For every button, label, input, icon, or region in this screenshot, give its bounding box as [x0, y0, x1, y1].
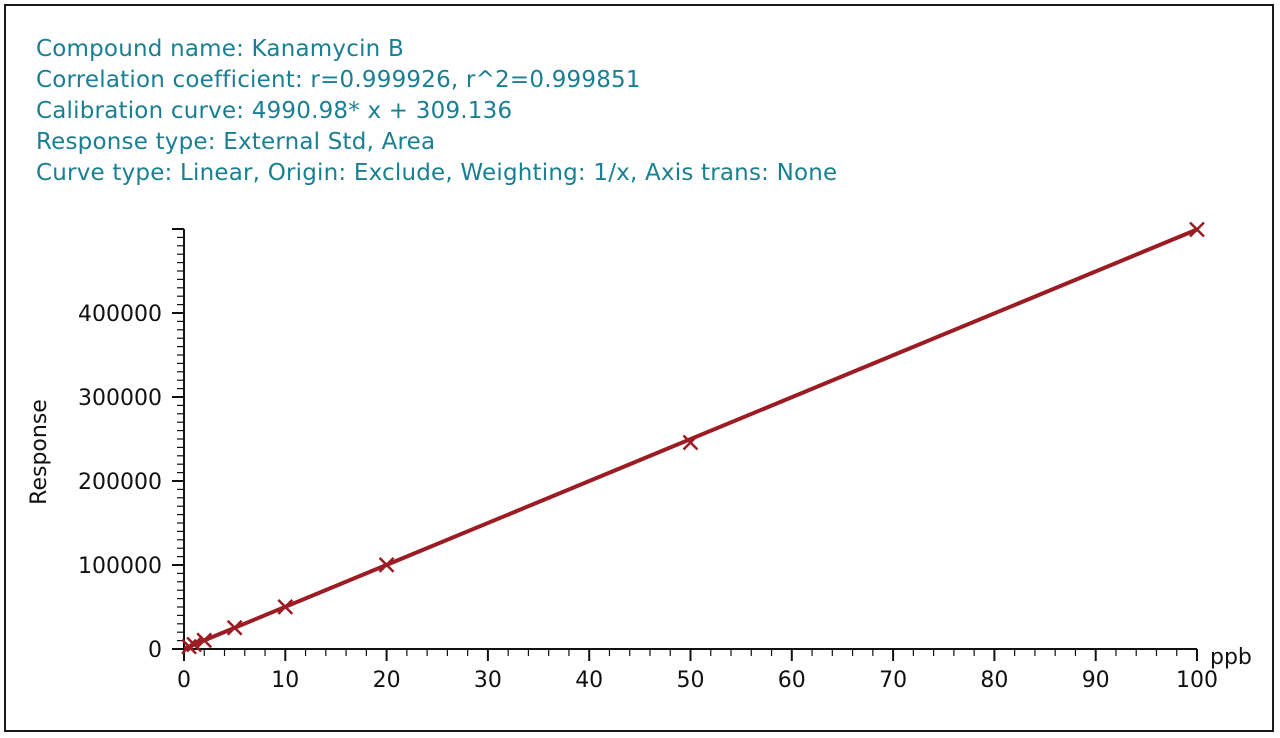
x-tick-label: 80 — [980, 668, 1008, 693]
x-tick-label: 40 — [575, 668, 603, 693]
y-tick-label: 200000 — [78, 470, 162, 495]
data-point-stroke — [277, 598, 294, 615]
tick-marks — [172, 228, 1198, 661]
y-tick-label: 0 — [148, 638, 162, 663]
x-tick-label: 70 — [879, 668, 907, 693]
x-tick-label: 100 — [1176, 668, 1218, 693]
x-tick-labels: 0 10 20 30 40 50 60 70 80 90 100 — [177, 668, 1218, 693]
y-tick-label: 100000 — [78, 554, 162, 579]
data-point-stroke — [682, 434, 699, 451]
data-point-stroke — [196, 632, 213, 649]
x-tick-label: 90 — [1082, 668, 1110, 693]
y-tick-label: 300000 — [78, 386, 162, 411]
data-point-stroke — [181, 638, 197, 655]
data-point-stroke — [226, 619, 243, 636]
calibration-curve-text: Calibration curve: 4990.98* x + 309.136 — [36, 98, 513, 124]
correlation-text: Correlation coefficient: r=0.999926, r^2… — [36, 67, 641, 93]
data-point-stroke — [1189, 221, 1205, 238]
data-point — [196, 632, 213, 649]
data-point — [378, 557, 395, 573]
y-tick-labels: 0 100000 200000 300000 400000 — [78, 302, 162, 663]
y-axis-label: Response — [27, 399, 52, 505]
x-tick-label: 30 — [474, 668, 502, 693]
chart-frame — [4, 4, 1274, 732]
data-point — [1189, 221, 1205, 238]
x-tick-label: 60 — [778, 668, 806, 693]
compound-name-text: Compound name: Kanamycin B — [36, 36, 404, 62]
x-tick-label: 20 — [373, 668, 401, 693]
data-point — [226, 619, 243, 636]
x-axis-label: ppb — [1210, 645, 1252, 670]
curve-type-text: Curve type: Linear, Origin: Exclude, Wei… — [36, 160, 838, 186]
data-point-stroke — [378, 557, 395, 573]
x-tick-label: 50 — [677, 668, 705, 693]
data-point — [277, 598, 294, 615]
data-point — [186, 636, 203, 653]
calibration-info: Compound name: Kanamycin B Correlation c… — [36, 34, 837, 189]
data-point-stroke — [186, 636, 203, 653]
y-tick-label: 400000 — [78, 302, 162, 327]
data-point — [181, 638, 197, 655]
response-type-text: Response type: External Std, Area — [36, 129, 436, 155]
data-points — [181, 221, 1205, 655]
fit-line-group — [184, 227, 1199, 650]
fit-line — [184, 227, 1199, 650]
x-tick-label: 10 — [271, 668, 299, 693]
x-tick-label: 0 — [177, 668, 191, 693]
data-point — [682, 434, 699, 451]
